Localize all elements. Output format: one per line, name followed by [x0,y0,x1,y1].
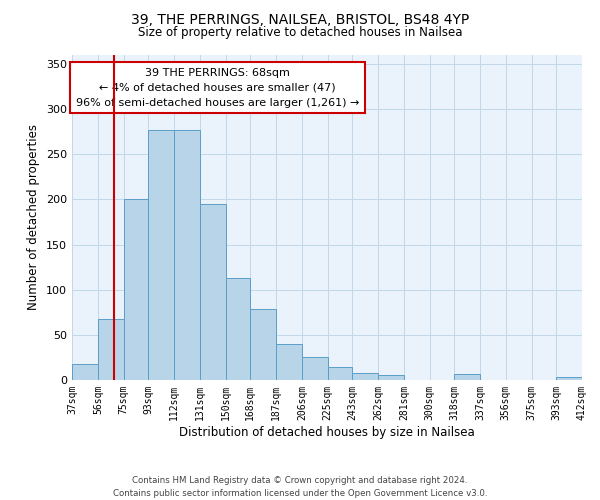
Bar [250,308,276,380]
Bar [556,378,582,380]
Bar [98,318,124,380]
Bar [174,130,200,380]
Bar [454,374,480,380]
Bar [378,376,404,380]
Y-axis label: Number of detached properties: Number of detached properties [28,124,40,310]
X-axis label: Distribution of detached houses by size in Nailsea: Distribution of detached houses by size … [179,426,475,438]
Text: 39, THE PERRINGS, NAILSEA, BRISTOL, BS48 4YP: 39, THE PERRINGS, NAILSEA, BRISTOL, BS48… [131,12,469,26]
Bar [276,344,302,380]
Text: Size of property relative to detached houses in Nailsea: Size of property relative to detached ho… [138,26,462,39]
Bar [124,200,148,380]
Text: 39 THE PERRINGS: 68sqm
← 4% of detached houses are smaller (47)
96% of semi-deta: 39 THE PERRINGS: 68sqm ← 4% of detached … [76,68,359,108]
Bar [200,204,226,380]
Text: Contains HM Land Registry data © Crown copyright and database right 2024.
Contai: Contains HM Land Registry data © Crown c… [113,476,487,498]
Bar [328,368,352,380]
Bar [148,130,174,380]
Bar [352,373,378,380]
Bar [302,358,328,380]
Bar [226,278,250,380]
Bar [72,364,98,380]
